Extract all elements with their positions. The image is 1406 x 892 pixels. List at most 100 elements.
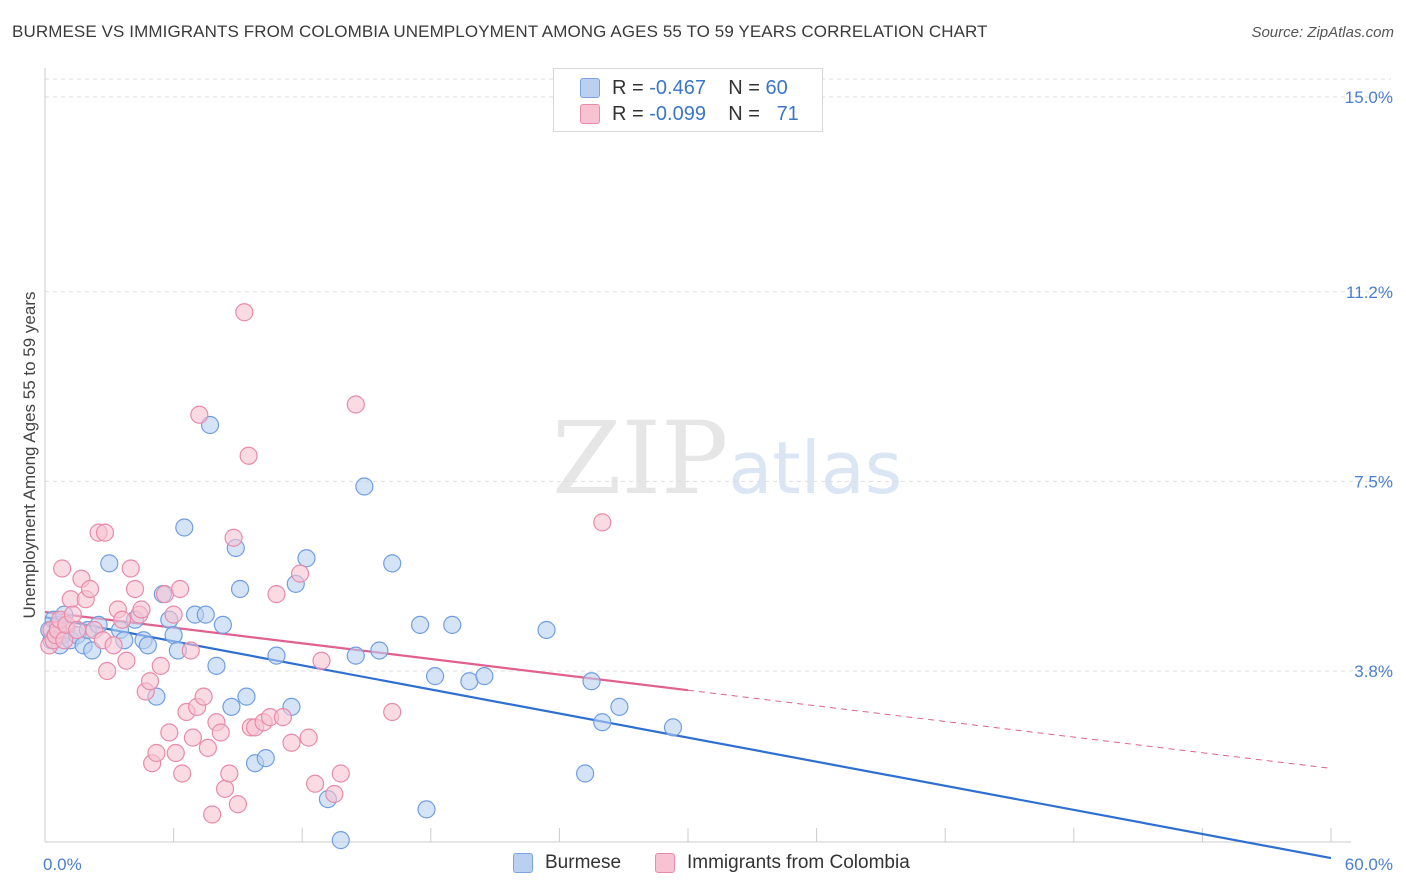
colombia-point	[239, 446, 258, 465]
colombia-point	[117, 651, 136, 670]
colombia-point	[173, 764, 192, 783]
tick-labels: 3.8% 7.5% 11.2% 15.0% 0.0% 60.0%	[43, 88, 1393, 874]
colombia-point	[224, 528, 243, 547]
burmese-point	[331, 831, 350, 850]
burmese-point	[346, 646, 365, 665]
colombia-point	[80, 579, 100, 599]
source-label: Source: ZipAtlas.com	[1251, 24, 1394, 41]
burmese-point	[355, 477, 374, 496]
legend-r-value: -0.099	[649, 102, 706, 125]
burmese-point	[222, 697, 241, 716]
colombia-point	[132, 600, 151, 619]
legend-n-value: 71	[776, 102, 799, 125]
burmese-point	[297, 549, 316, 568]
colombia-point	[160, 723, 179, 742]
correlation-legend: R = -0.467 N = 60 R = -0.099 N = 71	[553, 68, 823, 132]
burmese-point	[256, 749, 275, 768]
colombia-point	[282, 733, 301, 752]
trend-line-colombia-extension	[687, 689, 1332, 769]
colombia-point	[147, 743, 166, 763]
trend-line-colombia	[44, 610, 689, 692]
colombia-point	[190, 405, 209, 424]
burmese-point	[425, 667, 445, 686]
legend-r-label: R =	[612, 102, 644, 125]
data-points	[40, 303, 683, 850]
y-tick-label: 15.0%	[1345, 88, 1393, 107]
colombia-point	[273, 708, 293, 727]
colombia-point	[98, 661, 117, 681]
colombia-point	[325, 784, 344, 804]
colombia-point	[299, 728, 318, 747]
trend-line-burmese	[44, 616, 1332, 860]
colombia-point	[593, 513, 612, 532]
legend-n-value: 60	[765, 76, 788, 99]
bottom-legend-swatch-pink	[655, 853, 675, 873]
burmese-point	[138, 636, 157, 655]
legend-r-label: R =	[612, 76, 644, 99]
colombia-point	[235, 303, 254, 322]
y-tick-label: 7.5%	[1354, 472, 1393, 491]
legend-swatch-blue	[580, 78, 600, 98]
colombia-point	[183, 728, 202, 747]
y-axis-label: Unemployment Among Ages 55 to 59 years	[20, 292, 39, 619]
legend-r-value: -0.467	[649, 76, 706, 99]
axes	[44, 68, 1351, 843]
legend-row-burmese: R = -0.467 N = 60	[580, 76, 788, 100]
burmese-point	[383, 554, 402, 573]
burmese-point	[267, 646, 286, 665]
colombia-point	[95, 523, 115, 542]
x-tick-label: 0.0%	[43, 855, 82, 874]
burmese-point	[576, 764, 595, 783]
chart-title: BURMESE VS IMMIGRANTS FROM COLOMBIA UNEM…	[12, 22, 988, 41]
bottom-legend-label: Immigrants from Colombia	[687, 852, 910, 873]
colombia-point	[220, 764, 239, 783]
colombia-point	[170, 579, 190, 599]
colombia-point	[104, 636, 123, 655]
burmese-point	[582, 672, 601, 691]
colombia-point	[194, 687, 213, 706]
bottom-legend-label: Burmese	[545, 852, 622, 873]
burmese-point	[417, 800, 436, 819]
colombia-point	[228, 795, 247, 814]
y-tick-label: 11.2%	[1346, 283, 1393, 302]
colombia-point	[68, 620, 87, 640]
burmese-point	[410, 615, 430, 634]
colombia-point	[215, 779, 235, 798]
colombia-point	[267, 585, 286, 604]
legend-row-colombia: R = -0.099 N = 71	[580, 102, 799, 126]
burmese-point	[663, 718, 683, 737]
burmese-point	[610, 697, 629, 716]
bottom-legend-swatch-blue	[513, 853, 533, 873]
colombia-point	[331, 764, 350, 783]
colombia-point	[53, 559, 72, 578]
burmese-point	[213, 615, 232, 634]
x-tick-label: 60.0%	[1345, 855, 1393, 874]
colombia-point	[312, 651, 331, 670]
trend-lines	[44, 610, 1332, 860]
colombia-point	[383, 702, 402, 722]
legend-n-label: N =	[728, 76, 760, 99]
colombia-point	[181, 641, 200, 660]
colombia-point	[63, 605, 82, 624]
burmese-point	[175, 518, 194, 537]
colombia-point	[140, 672, 160, 691]
burmese-point	[443, 615, 462, 634]
colombia-point	[164, 605, 183, 624]
colombia-point	[121, 559, 140, 578]
legend-swatch-pink	[580, 104, 600, 124]
colombia-point	[151, 656, 170, 675]
colombia-point	[203, 805, 222, 824]
colombia-point	[125, 579, 145, 599]
burmese-point	[164, 626, 183, 645]
gridlines	[45, 78, 1391, 672]
colombia-point	[198, 738, 217, 757]
burmese-point	[537, 620, 556, 640]
colombia-point	[113, 610, 132, 629]
burmese-point	[370, 641, 389, 660]
bottom-legend-colombia: Immigrants from Colombia	[655, 852, 910, 874]
colombia-point	[290, 564, 310, 583]
bottom-legend-burmese: Burmese	[513, 852, 621, 874]
burmese-point	[196, 605, 215, 624]
colombia-point	[346, 395, 365, 414]
